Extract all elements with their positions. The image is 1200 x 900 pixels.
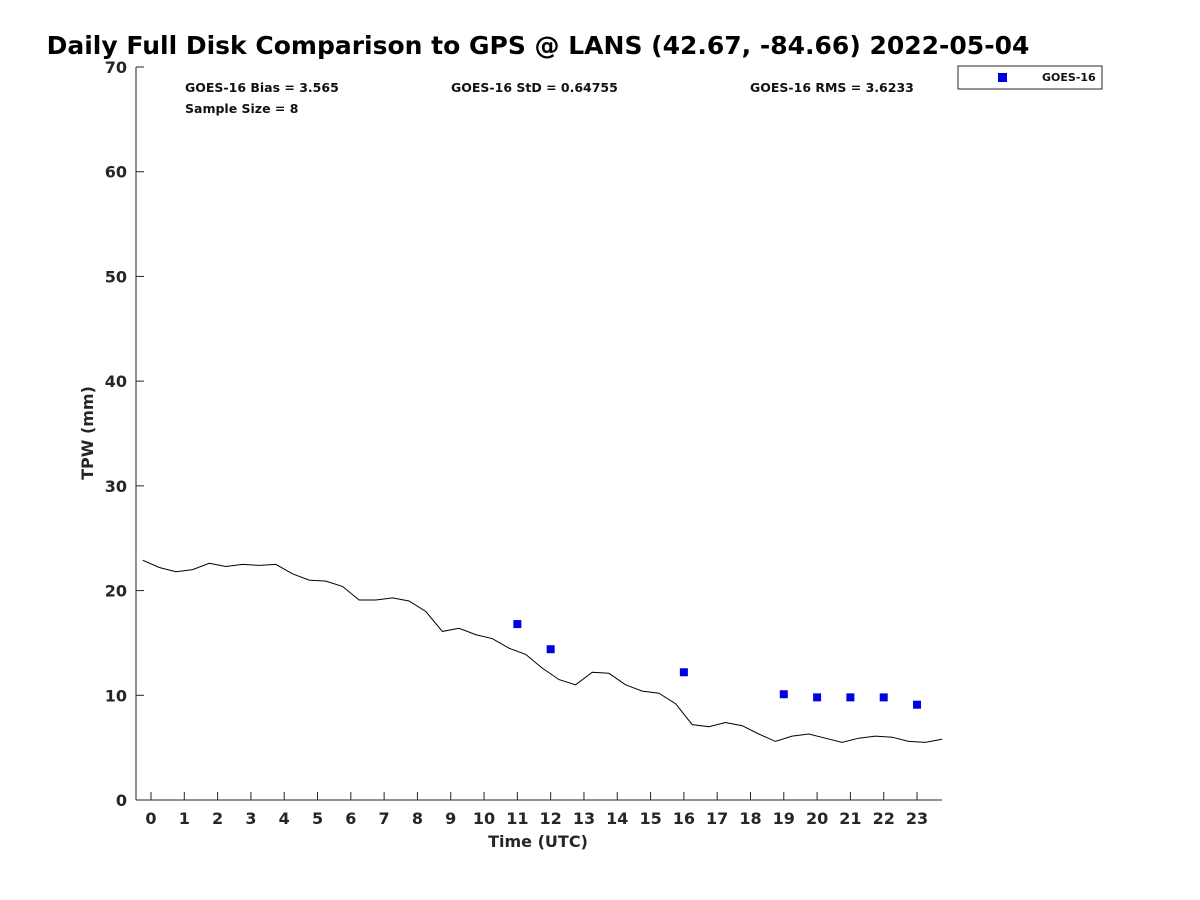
x-tick-label: 14 [606,809,628,828]
x-axis-label: Time (UTC) [488,832,588,851]
goes-16-point [913,700,922,709]
x-tick-label: 6 [345,809,356,828]
stat-bias: GOES-16 Bias = 3.565 [185,80,339,95]
y-tick-label: 20 [105,582,127,601]
legend-marker-goes-16 [998,73,1007,82]
x-tick-label: 20 [806,809,828,828]
goes-16-point [879,693,888,702]
chart-title: Daily Full Disk Comparison to GPS @ LANS… [47,31,1030,60]
goes-16-point [813,693,822,702]
x-tick-label: 17 [706,809,728,828]
goes-16-point [513,620,522,629]
goes-16-point [546,645,555,654]
y-tick-label: 10 [105,686,127,705]
x-ticks: 0 1 2 3 4 5 6 7 8 9 10 11 12 13 14 15 16 17 18 19 20 21 22 23 [145,792,928,828]
y-tick-label: 0 [116,791,127,810]
x-tick-label: 3 [245,809,256,828]
x-tick-label: 9 [445,809,456,828]
y-axis-label: TPW (mm) [78,386,97,480]
x-tick-label: 19 [773,809,795,828]
x-tick-label: 7 [379,809,390,828]
x-tick-label: 18 [739,809,761,828]
stat-rms: GOES-16 RMS = 3.6233 [750,80,914,95]
goes-16-point [679,668,688,677]
goes-16-point [779,690,788,699]
x-tick-label: 2 [212,809,223,828]
x-tick-label: 5 [312,809,323,828]
gps-series-line [142,559,943,743]
x-tick-label: 12 [540,809,562,828]
y-tick-label: 40 [105,372,127,391]
x-tick-label: 4 [279,809,290,828]
x-tick-label: 21 [839,809,861,828]
x-tick-label: 11 [506,809,528,828]
y-ticks: 0 10 20 30 40 50 60 70 [105,58,144,810]
y-tick-label: 50 [105,267,127,286]
y-tick-label: 70 [105,58,127,77]
x-tick-label: 13 [573,809,595,828]
goes-16-points [513,620,922,709]
y-tick-label: 30 [105,477,127,496]
x-tick-label: 8 [412,809,423,828]
x-tick-label: 15 [639,809,661,828]
legend-box [957,65,1103,90]
goes-16-point [846,693,855,702]
x-tick-label: 1 [179,809,190,828]
stat-std: GOES-16 StD = 0.64755 [451,80,618,95]
stat-sample-size: Sample Size = 8 [185,101,298,116]
x-tick-label: 23 [906,809,928,828]
legend: GOES-16 [957,65,1103,90]
x-tick-label: 10 [473,809,495,828]
x-tick-label: 22 [873,809,895,828]
y-tick-label: 60 [105,163,127,182]
x-tick-label: 0 [145,809,156,828]
legend-label-goes-16: GOES-16 [1042,71,1096,84]
x-tick-label: 16 [673,809,695,828]
